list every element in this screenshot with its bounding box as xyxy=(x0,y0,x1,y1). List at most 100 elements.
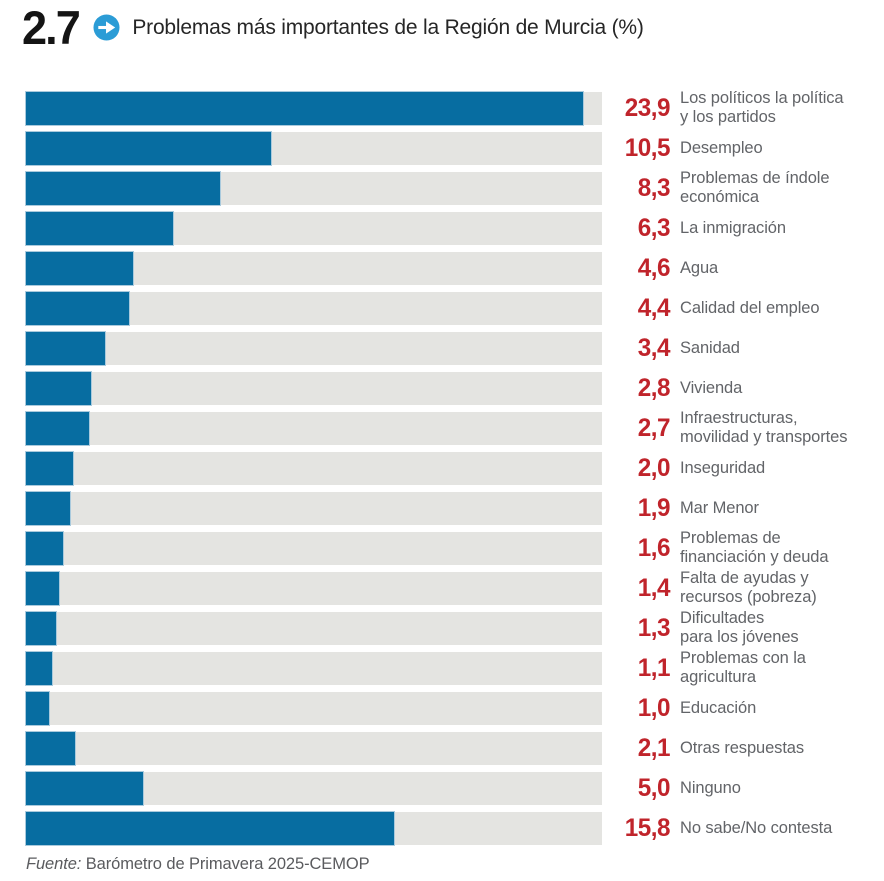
bar-track xyxy=(26,331,602,365)
value-label: 6,3 xyxy=(637,213,671,242)
source-note: Fuente: Barómetro de Primavera 2025-CEMO… xyxy=(26,855,370,874)
category-label-line: Calidad del empleo xyxy=(680,298,820,317)
bar-row: 5,0 Ninguno xyxy=(26,768,874,808)
category-label-line: y los partidos xyxy=(680,108,776,126)
bar-row: 2,7 Infraestructuras, movilidad y transpo… xyxy=(26,408,874,448)
category-label-line: Falta de ayudas y xyxy=(680,569,809,587)
bar-row: 6,3 La inmigración xyxy=(26,208,874,248)
category-label: Problemas de índole económica xyxy=(680,169,830,207)
category-label-line: Problemas de índole xyxy=(680,169,830,187)
bar-row: 15,8 No sabe/No contesta xyxy=(26,808,874,848)
value-label: 4,6 xyxy=(637,253,671,282)
category-label-line: Infraestructuras, xyxy=(680,409,798,427)
bar-track xyxy=(26,611,602,645)
category-label-line: Problemas con la xyxy=(680,649,806,667)
bar-fill xyxy=(26,491,71,525)
value-label: 8,3 xyxy=(637,173,671,202)
bar-track xyxy=(26,371,602,405)
bar-row: 3,4 Sanidad xyxy=(26,328,874,368)
value-label: 2,0 xyxy=(637,453,671,482)
category-label: Dificultades para los jóvenes xyxy=(680,609,799,647)
category-label: Mar Menor xyxy=(680,499,759,518)
category-label-line: agricultura xyxy=(680,668,756,686)
bar-track xyxy=(26,691,602,725)
bar-track xyxy=(26,571,602,605)
category-label-line: Dificultades xyxy=(680,609,765,627)
category-label: Ninguno xyxy=(680,779,741,798)
category-label-line: Educación xyxy=(680,698,757,717)
bar-fill xyxy=(26,451,73,485)
value-label: 2,1 xyxy=(637,733,671,762)
bar-fill xyxy=(26,731,75,765)
value-label: 1,6 xyxy=(637,533,671,562)
category-label-line: Ninguno xyxy=(680,778,741,797)
bar-row: 2,0 Inseguridad xyxy=(26,448,874,488)
category-label: Desempleo xyxy=(680,139,763,158)
category-label-line: Desempleo xyxy=(680,138,763,157)
category-label-line: La inmigración xyxy=(680,218,786,237)
value-label: 5,0 xyxy=(637,773,671,802)
bar-fill xyxy=(26,251,134,285)
bar-fill xyxy=(26,291,129,325)
category-label-line: Vivienda xyxy=(680,378,743,397)
category-label: Falta de ayudas y recursos (pobreza) xyxy=(680,569,817,607)
bar-row: 4,4 Calidad del empleo xyxy=(26,288,874,328)
bar-track xyxy=(26,731,602,765)
value-label: 1,3 xyxy=(637,613,671,642)
value-label: 10,5 xyxy=(624,133,671,162)
value-label: 3,4 xyxy=(637,333,671,362)
bar-row: 1,6 Problemas de financiación y deuda xyxy=(26,528,874,568)
category-label: No sabe/No contesta xyxy=(680,819,832,838)
source-text: Barómetro de Primavera 2025-CEMOP xyxy=(81,855,370,873)
category-label: Inseguridad xyxy=(680,459,765,478)
category-label: La inmigración xyxy=(680,219,786,238)
bar-fill xyxy=(26,91,584,125)
bar-track xyxy=(26,491,602,525)
bar-fill xyxy=(26,571,59,605)
category-label-line: financiación y deuda xyxy=(680,548,829,566)
bar-fill xyxy=(26,811,395,845)
bar-row: 1,0 Educación xyxy=(26,688,874,728)
category-label: Otras respuestas xyxy=(680,739,804,758)
bar-fill xyxy=(26,611,57,645)
category-label-line: recursos (pobreza) xyxy=(680,588,817,606)
figure-header: 2.7 Problemas más importantes de la Regi… xyxy=(22,4,644,51)
category-label: Infraestructuras, movilidad y transportes xyxy=(680,409,847,447)
chart-title: Problemas más importantes de la Región d… xyxy=(132,15,644,39)
value-label: 15,8 xyxy=(624,813,671,842)
bar-row: 8,3 Problemas de índole económica xyxy=(26,168,874,208)
value-label: 4,4 xyxy=(637,293,671,322)
value-label: 23,9 xyxy=(624,93,671,122)
bar-fill xyxy=(26,171,220,205)
bar-fill xyxy=(26,531,64,565)
category-label: Agua xyxy=(680,259,718,278)
bar-fill xyxy=(26,371,92,405)
figure-number: 2.7 xyxy=(22,1,81,54)
bar-track xyxy=(26,411,602,445)
value-label: 2,7 xyxy=(637,413,671,442)
bar-row: 2,8 Vivienda xyxy=(26,368,874,408)
bar-fill xyxy=(26,331,106,365)
bar-track xyxy=(26,171,602,205)
category-label: Sanidad xyxy=(680,339,740,358)
bar-track xyxy=(26,811,602,845)
bar-track xyxy=(26,251,602,285)
bar-track xyxy=(26,131,602,165)
bar-row: 2,1 Otras respuestas xyxy=(26,728,874,768)
category-label-line: No sabe/No contesta xyxy=(680,818,833,837)
bar-fill xyxy=(26,131,271,165)
bar-fill xyxy=(26,771,143,805)
bar-row: 1,9 Mar Menor xyxy=(26,488,874,528)
source-label: Fuente: xyxy=(26,855,82,873)
value-label: 1,1 xyxy=(637,653,671,682)
arrow-right-circle-icon xyxy=(93,14,120,41)
category-label-line: Inseguridad xyxy=(680,458,766,477)
category-label: Problemas con la agricultura xyxy=(680,649,806,687)
bar-chart: 23,9 Los políticos la política y los part… xyxy=(26,88,874,848)
bar-track xyxy=(26,211,602,245)
bar-track xyxy=(26,771,602,805)
value-label: 2,8 xyxy=(637,373,671,402)
bar-fill xyxy=(26,691,50,725)
value-label: 1,0 xyxy=(637,693,671,722)
category-label-line: movilidad y transportes xyxy=(680,428,848,446)
